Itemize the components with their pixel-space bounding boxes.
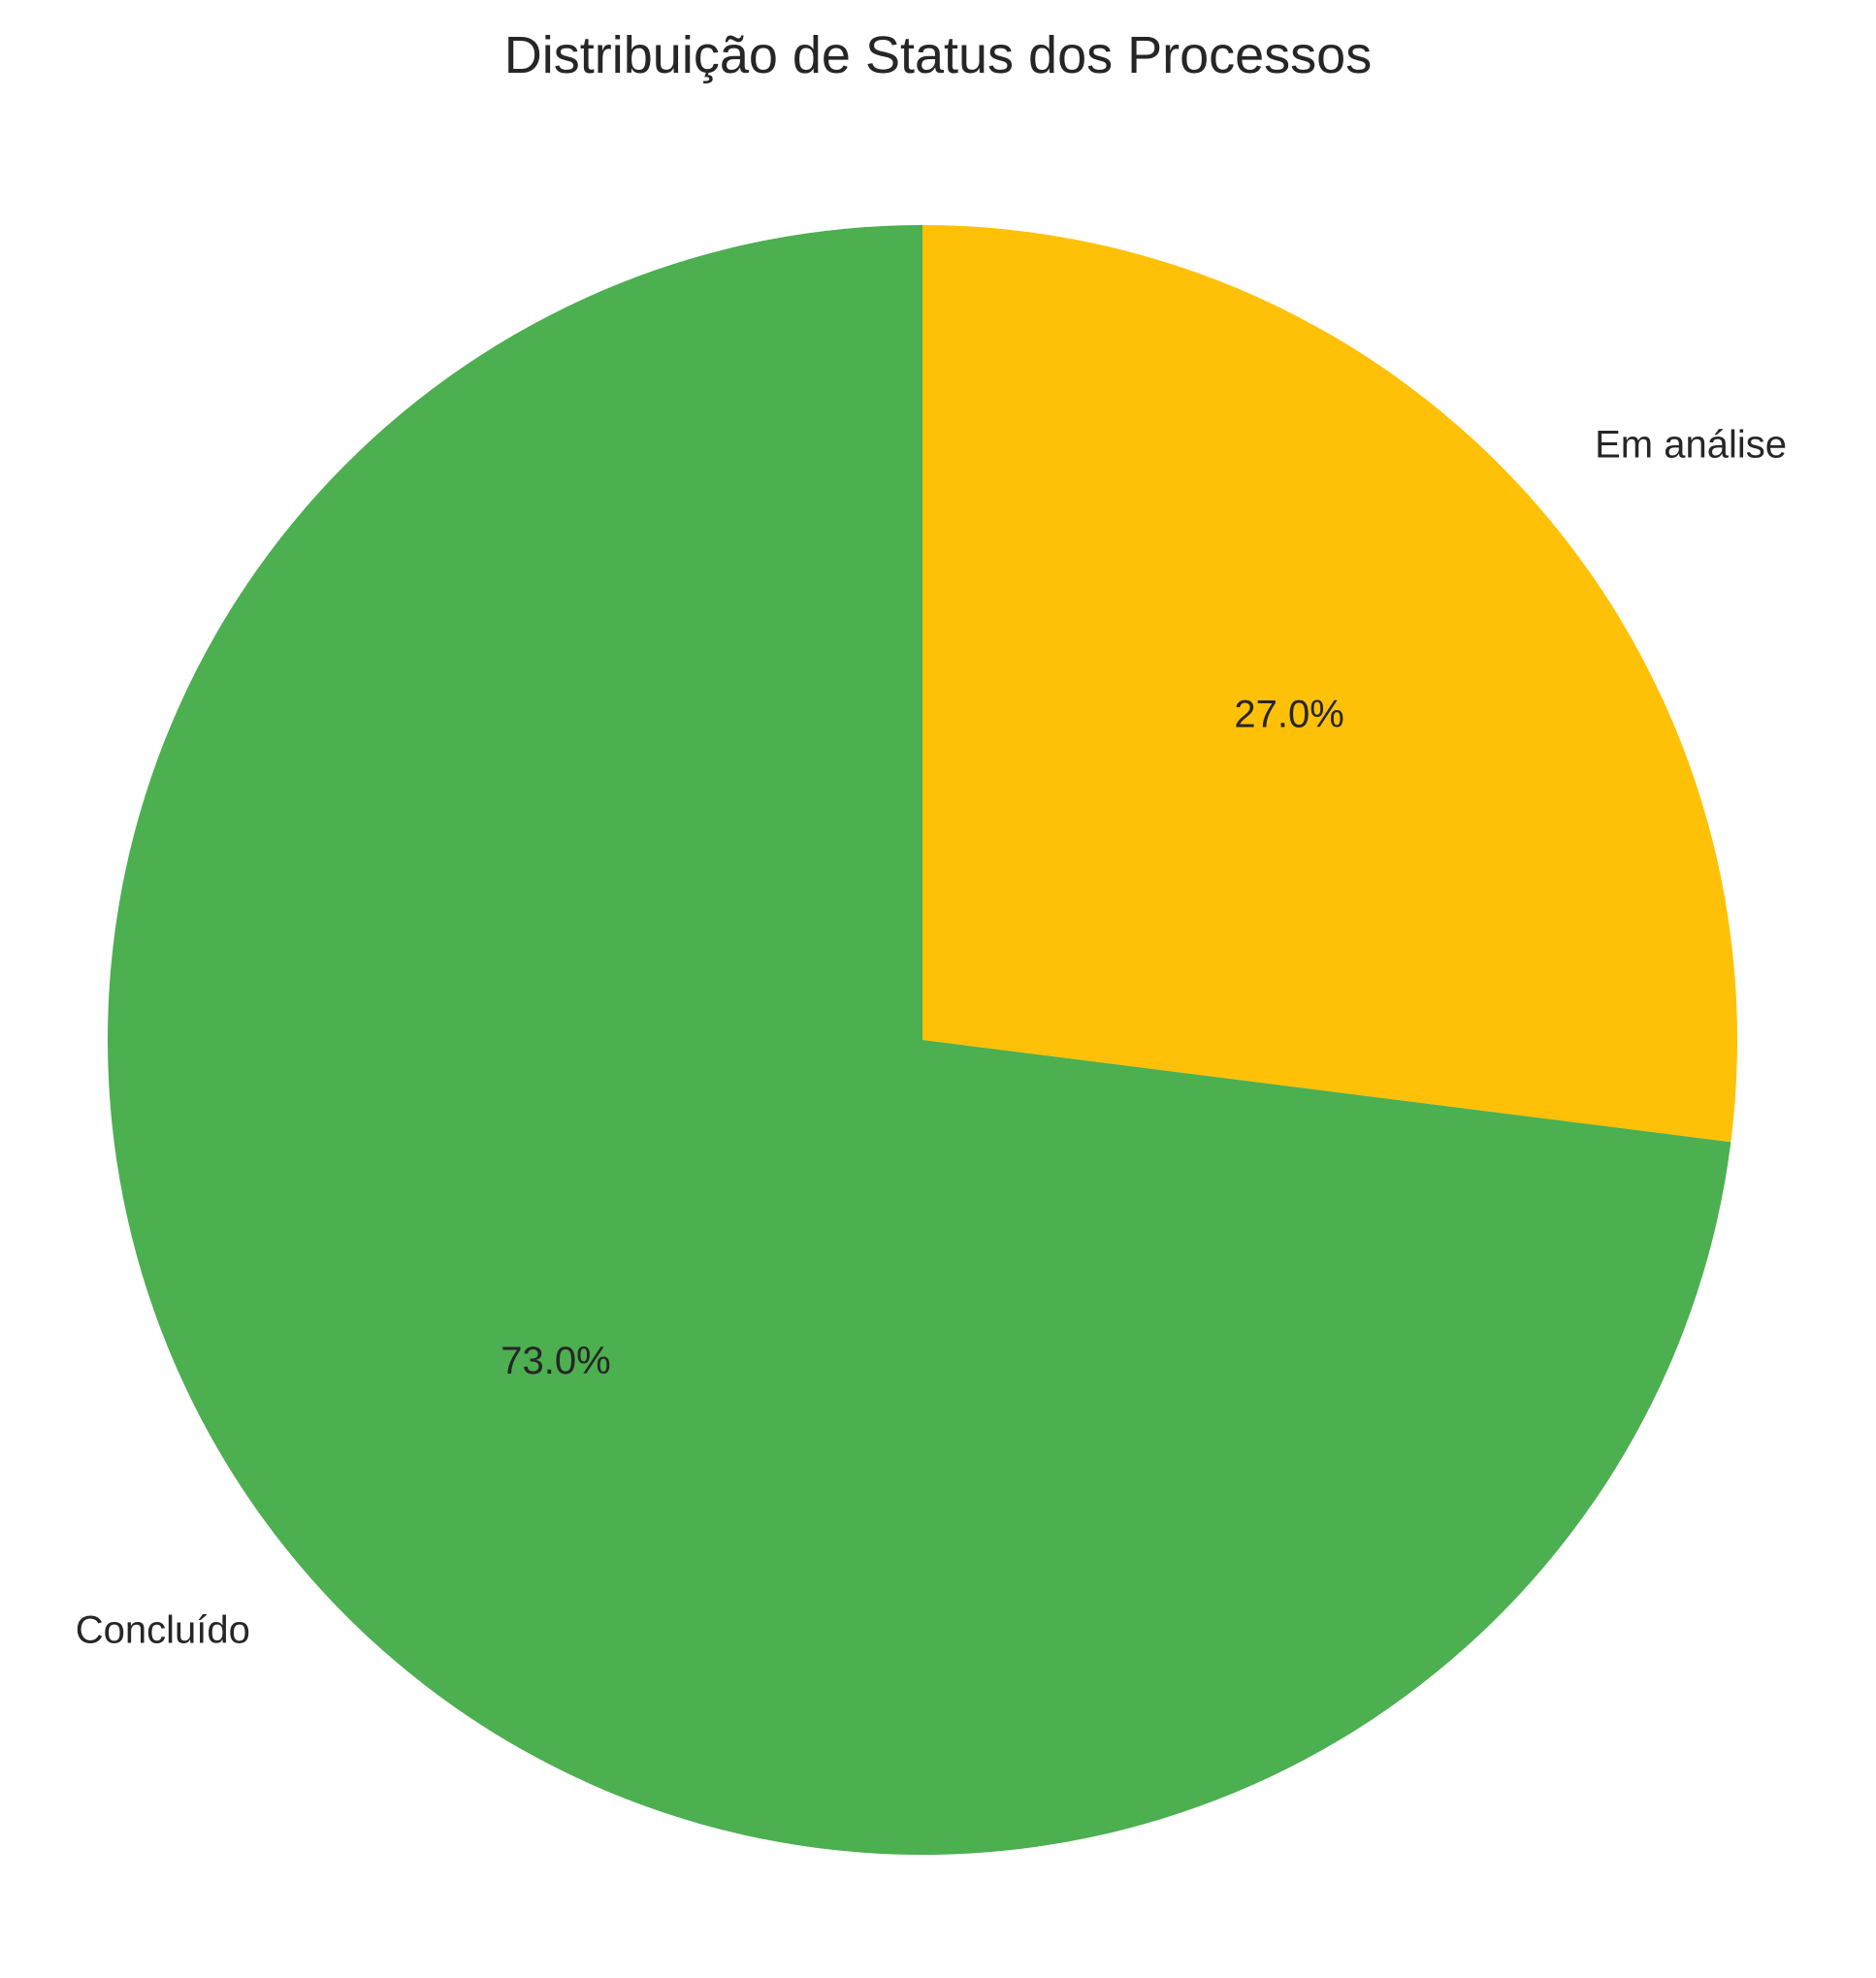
pie-slice-em-analise: [922, 225, 1737, 1143]
chart-title: Distribuição de Status dos Processos: [504, 26, 1372, 84]
slice-label-em-analise: Em análise: [1595, 424, 1787, 467]
pie-slices: [108, 225, 1737, 1856]
pie-slice-concluido: [108, 225, 1731, 1856]
slice-label-concluido: Concluído: [76, 1609, 250, 1652]
pct-label-concluido: 73.0%: [501, 1340, 610, 1382]
pie-labels: Em análise 27.0% Concluído 73.0%: [76, 424, 1787, 1652]
pct-label-em-analise: 27.0%: [1234, 693, 1343, 735]
